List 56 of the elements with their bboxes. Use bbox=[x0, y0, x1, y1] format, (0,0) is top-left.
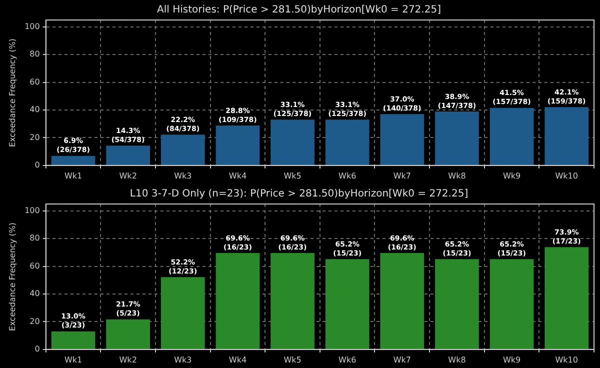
y-tick-label: 60 bbox=[30, 77, 40, 86]
bar bbox=[216, 253, 260, 349]
x-tick-label: Wk3 bbox=[174, 171, 192, 180]
x-tick-label: Wk10 bbox=[555, 171, 578, 180]
y-axis-title: Exceedance Frequency (%) bbox=[8, 38, 17, 147]
chart-title: All Histories: P(Price > 281.50)byHorizon[Wk0 = 272.25] bbox=[157, 4, 442, 16]
bar bbox=[51, 156, 96, 165]
bar bbox=[160, 277, 205, 349]
x-tick-label: Wk5 bbox=[284, 171, 302, 180]
y-tick-label: 40 bbox=[30, 105, 40, 114]
bar bbox=[325, 259, 370, 349]
x-tick-label: Wk2 bbox=[119, 355, 137, 364]
y-tick-label: 80 bbox=[30, 234, 40, 243]
bar bbox=[544, 107, 589, 165]
bar bbox=[490, 108, 534, 165]
x-tick-label: Wk2 bbox=[119, 171, 137, 180]
x-tick-label: Wk7 bbox=[393, 355, 411, 364]
y-tick-label: 80 bbox=[30, 50, 40, 59]
bar bbox=[380, 114, 424, 165]
y-tick-label: 100 bbox=[24, 206, 40, 215]
bar bbox=[216, 126, 260, 165]
x-tick-label: Wk7 bbox=[393, 171, 411, 180]
x-tick-label: Wk3 bbox=[174, 355, 192, 364]
bar bbox=[106, 319, 150, 349]
bar bbox=[106, 146, 150, 165]
y-tick-label: 0 bbox=[34, 160, 40, 170]
y-tick-label: 20 bbox=[30, 316, 40, 326]
bar bbox=[544, 247, 589, 349]
bar bbox=[380, 253, 424, 349]
bar bbox=[160, 134, 205, 165]
x-tick-label: Wk1 bbox=[64, 171, 82, 180]
x-tick-label: Wk4 bbox=[228, 171, 247, 180]
chart-title: L10 3-7-D Only (n=23): P(Price > 281.50)byHorizon[Wk0 = 272.25] bbox=[130, 188, 468, 200]
x-tick-label: Wk9 bbox=[502, 171, 521, 180]
bar bbox=[325, 120, 370, 165]
x-tick-label: Wk8 bbox=[448, 355, 466, 364]
bar bbox=[270, 120, 314, 165]
x-tick-label: Wk4 bbox=[228, 355, 247, 364]
bar bbox=[270, 253, 314, 349]
y-axis-title: Exceedance Frequency (%) bbox=[8, 222, 17, 331]
x-tick-label: Wk6 bbox=[338, 171, 356, 180]
bar bbox=[490, 259, 534, 349]
x-tick-label: Wk10 bbox=[555, 355, 578, 364]
bar bbox=[435, 112, 479, 165]
y-tick-label: 100 bbox=[24, 22, 40, 31]
x-tick-label: Wk9 bbox=[502, 355, 521, 364]
x-tick-label: Wk5 bbox=[284, 355, 302, 364]
x-tick-label: Wk6 bbox=[338, 355, 356, 364]
x-tick-label: Wk1 bbox=[64, 355, 82, 364]
y-tick-label: 20 bbox=[30, 132, 40, 142]
y-tick-label: 60 bbox=[30, 261, 40, 270]
bar bbox=[435, 259, 479, 349]
x-tick-label: Wk8 bbox=[448, 171, 466, 180]
bar bbox=[51, 331, 96, 349]
y-tick-label: 40 bbox=[30, 289, 40, 298]
y-tick-label: 0 bbox=[34, 344, 40, 354]
